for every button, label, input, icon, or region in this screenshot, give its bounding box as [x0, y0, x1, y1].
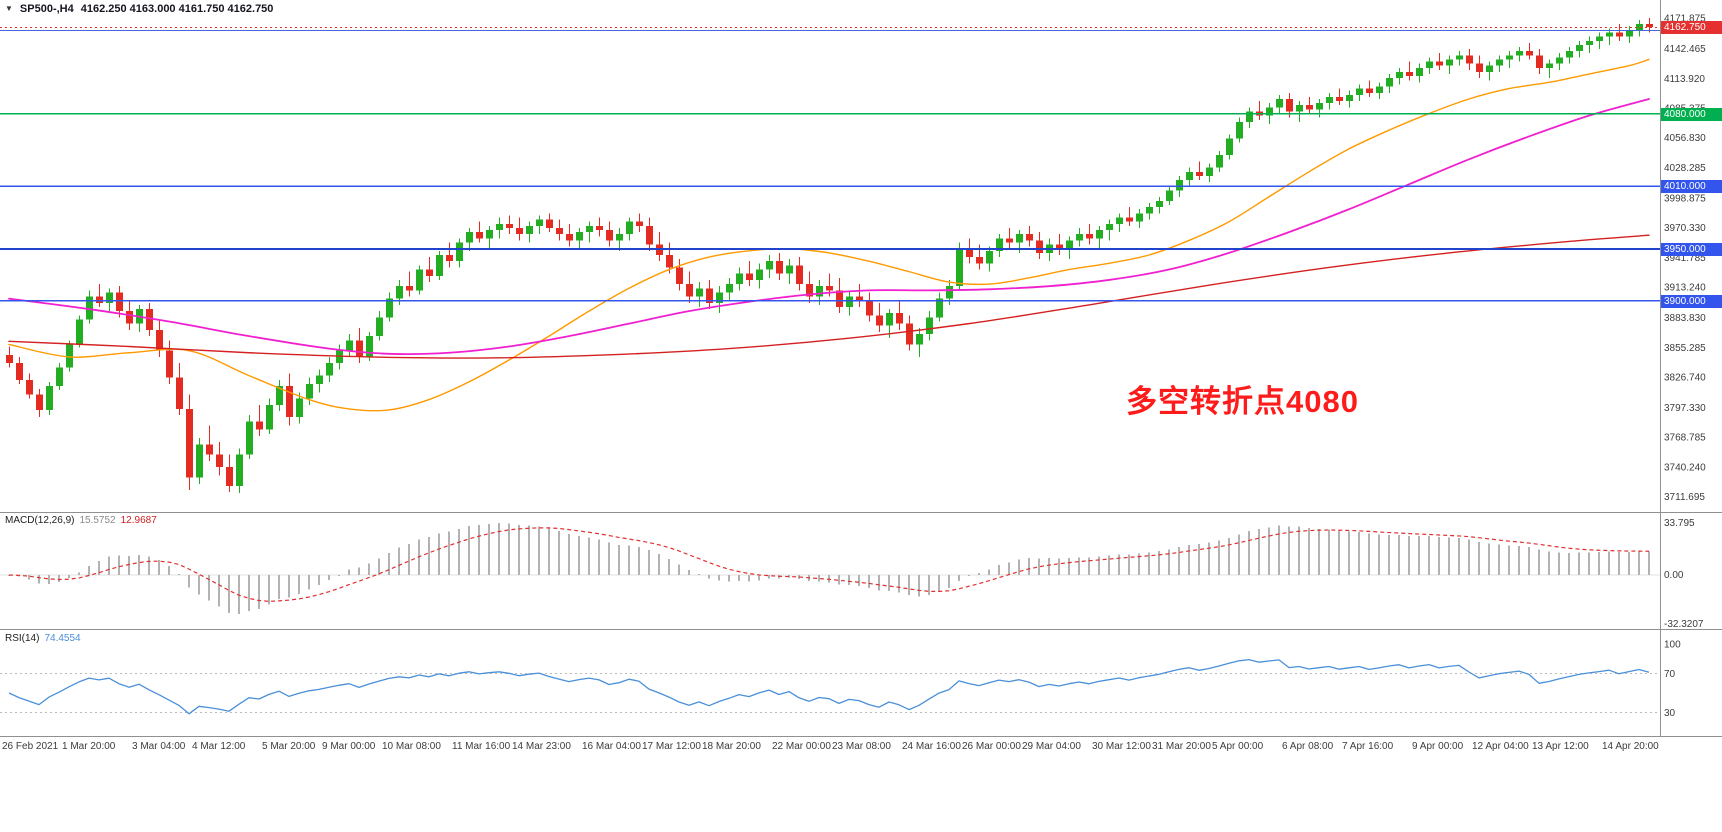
svg-text:33.795: 33.795 — [1664, 518, 1695, 529]
svg-text:6 Apr 08:00: 6 Apr 08:00 — [1282, 741, 1334, 752]
svg-text:-32.3207: -32.3207 — [1664, 619, 1704, 630]
svg-text:3855.285: 3855.285 — [1664, 343, 1706, 354]
candles-layer — [6, 17, 1653, 494]
svg-text:29 Mar 04:00: 29 Mar 04:00 — [1022, 741, 1081, 752]
svg-text:3998.875: 3998.875 — [1664, 193, 1706, 204]
macd-signal-value: 12.9687 — [120, 515, 157, 526]
svg-text:24 Mar 16:00: 24 Mar 16:00 — [902, 741, 961, 752]
current-price-badge: 4162.750 — [1661, 21, 1722, 34]
ma-mid-magenta — [8, 98, 1650, 355]
macd-indicator-label: MACD(12,26,9) 15.5752 12.9687 — [5, 515, 157, 526]
symbol-marker-icon[interactable]: ▼ — [5, 3, 13, 13]
rsi-indicator-label: RSI(14) 74.4554 — [5, 633, 81, 644]
symbol-period-label: SP500-,H4 — [19, 3, 74, 15]
svg-text:3970.330: 3970.330 — [1664, 223, 1706, 234]
macd-layer — [0, 523, 1660, 615]
rsi-line — [8, 658, 1650, 715]
svg-text:30 Mar 12:00: 30 Mar 12:00 — [1092, 741, 1151, 752]
svg-text:3913.240: 3913.240 — [1664, 282, 1706, 293]
svg-text:70: 70 — [1664, 669, 1676, 680]
svg-text:26 Mar 00:00: 26 Mar 00:00 — [962, 741, 1021, 752]
svg-text:30: 30 — [1664, 708, 1676, 719]
svg-text:3 Mar 04:00: 3 Mar 04:00 — [132, 741, 186, 752]
svg-text:3711.695: 3711.695 — [1664, 492, 1705, 503]
svg-text:3826.740: 3826.740 — [1664, 372, 1706, 383]
macd-main-value: 15.5752 — [79, 515, 116, 526]
svg-text:13 Apr 12:00: 13 Apr 12:00 — [1532, 741, 1589, 752]
rsi-value: 74.4554 — [44, 633, 81, 644]
rsi-name: RSI(14) — [5, 633, 40, 644]
svg-text:4171.875: 4171.875 — [1664, 14, 1706, 25]
svg-text:14 Mar 23:00: 14 Mar 23:00 — [512, 741, 571, 752]
svg-text:9 Apr 00:00: 9 Apr 00:00 — [1412, 741, 1464, 752]
macd-signal-line — [8, 527, 1650, 602]
svg-text:10 Mar 08:00: 10 Mar 08:00 — [382, 741, 441, 752]
svg-text:31 Mar 20:00: 31 Mar 20:00 — [1152, 741, 1211, 752]
svg-text:23 Mar 08:00: 23 Mar 08:00 — [832, 741, 891, 752]
svg-text:4113.920: 4113.920 — [1664, 74, 1705, 85]
svg-text:5 Mar 20:00: 5 Mar 20:00 — [262, 741, 316, 752]
svg-text:22 Mar 00:00: 22 Mar 00:00 — [772, 741, 831, 752]
svg-text:3941.785: 3941.785 — [1664, 253, 1706, 264]
chart-header: ▼ SP500-,H4 4162.250 4163.000 4161.750 4… — [5, 3, 273, 15]
ma-fast-orange — [8, 58, 1650, 412]
svg-text:12 Apr 04:00: 12 Apr 04:00 — [1472, 741, 1529, 752]
svg-text:5 Apr 00:00: 5 Apr 00:00 — [1212, 741, 1264, 752]
svg-text:16 Mar 04:00: 16 Mar 04:00 — [582, 741, 641, 752]
svg-text:11 Mar 16:00: 11 Mar 16:00 — [452, 741, 511, 752]
svg-text:3768.785: 3768.785 — [1664, 433, 1706, 444]
svg-text:17 Mar 12:00: 17 Mar 12:00 — [642, 741, 701, 752]
svg-text:14 Apr 20:00: 14 Apr 20:00 — [1602, 741, 1659, 752]
svg-text:18 Mar 20:00: 18 Mar 20:00 — [702, 741, 761, 752]
svg-text:3740.240: 3740.240 — [1664, 462, 1706, 473]
price-level-badge: 3950.000 — [1661, 243, 1722, 256]
macd-name: MACD(12,26,9) — [5, 515, 75, 526]
svg-text:3797.330: 3797.330 — [1664, 403, 1706, 414]
svg-text:1 Mar 20:00: 1 Mar 20:00 — [62, 741, 116, 752]
horizontal-lines-layer — [0, 26, 1660, 302]
price-level-badge: 4010.000 — [1661, 180, 1722, 193]
time-axis[interactable] — [0, 736, 1660, 762]
svg-text:26 Feb 2021: 26 Feb 2021 — [2, 741, 59, 752]
svg-text:9 Mar 00:00: 9 Mar 00:00 — [322, 741, 376, 752]
rsi-layer — [0, 658, 1660, 715]
svg-text:4142.465: 4142.465 — [1664, 44, 1706, 55]
ma-slow-red — [8, 234, 1650, 359]
moving-averages-layer — [8, 58, 1650, 412]
svg-text:4 Mar 12:00: 4 Mar 12:00 — [192, 741, 246, 752]
svg-text:4056.830: 4056.830 — [1664, 133, 1706, 144]
price-level-badge: 4080.000 — [1661, 108, 1722, 121]
axis-labels-layer: 4171.8754142.4654113.9204085.3754056.830… — [2, 14, 1706, 753]
svg-text:7 Apr 16:00: 7 Apr 16:00 — [1342, 741, 1394, 752]
svg-text:3883.830: 3883.830 — [1664, 313, 1706, 324]
svg-text:4028.285: 4028.285 — [1664, 163, 1706, 174]
chart-annotation-text: 多空转折点4080 — [1126, 384, 1359, 419]
ohlc-readout: 4162.250 4163.000 4161.750 4162.750 — [80, 3, 274, 15]
price-level-badge: 3900.000 — [1661, 295, 1722, 308]
panel-frame-layer — [0, 0, 1722, 737]
svg-text:0.00: 0.00 — [1664, 570, 1684, 581]
svg-text:100: 100 — [1664, 640, 1681, 651]
